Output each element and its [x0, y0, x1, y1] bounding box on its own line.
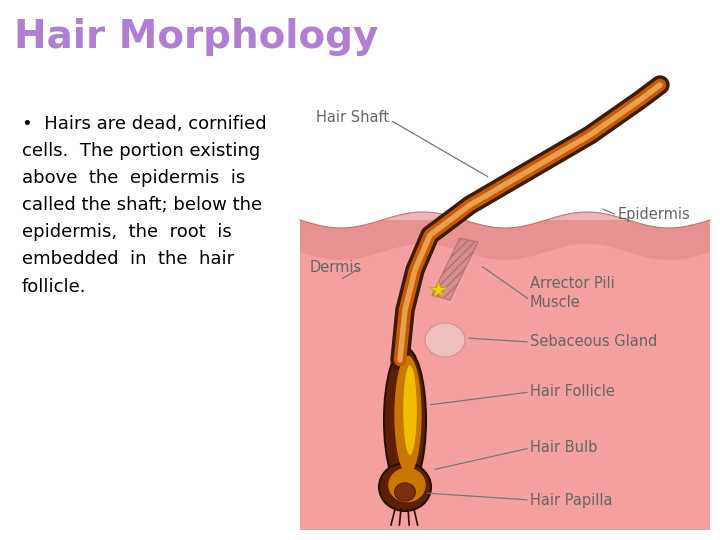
Ellipse shape: [425, 323, 465, 357]
Ellipse shape: [395, 355, 422, 475]
Polygon shape: [300, 75, 710, 228]
Text: Hair Papilla: Hair Papilla: [530, 492, 613, 508]
Text: Arrector Pili
Muscle: Arrector Pili Muscle: [530, 275, 615, 310]
Ellipse shape: [403, 365, 417, 455]
Ellipse shape: [384, 348, 426, 492]
Text: Hair Bulb: Hair Bulb: [530, 441, 598, 456]
Ellipse shape: [388, 468, 426, 502]
Ellipse shape: [379, 463, 431, 511]
Text: Dermis: Dermis: [310, 260, 362, 275]
Text: Hair Morphology: Hair Morphology: [14, 18, 379, 56]
Text: Hair Follicle: Hair Follicle: [530, 384, 615, 400]
Polygon shape: [300, 212, 710, 260]
Ellipse shape: [395, 483, 415, 501]
Text: Hair Shaft: Hair Shaft: [316, 111, 389, 125]
Text: Sebaceous Gland: Sebaceous Gland: [530, 334, 657, 349]
Polygon shape: [432, 238, 478, 300]
Bar: [300, 75, 710, 220]
Polygon shape: [300, 220, 710, 530]
Text: Epidermis: Epidermis: [618, 207, 690, 222]
Text: •  Hairs are dead, cornified
cells.  The portion existing
above  the  epidermis : • Hairs are dead, cornified cells. The p…: [22, 115, 266, 295]
